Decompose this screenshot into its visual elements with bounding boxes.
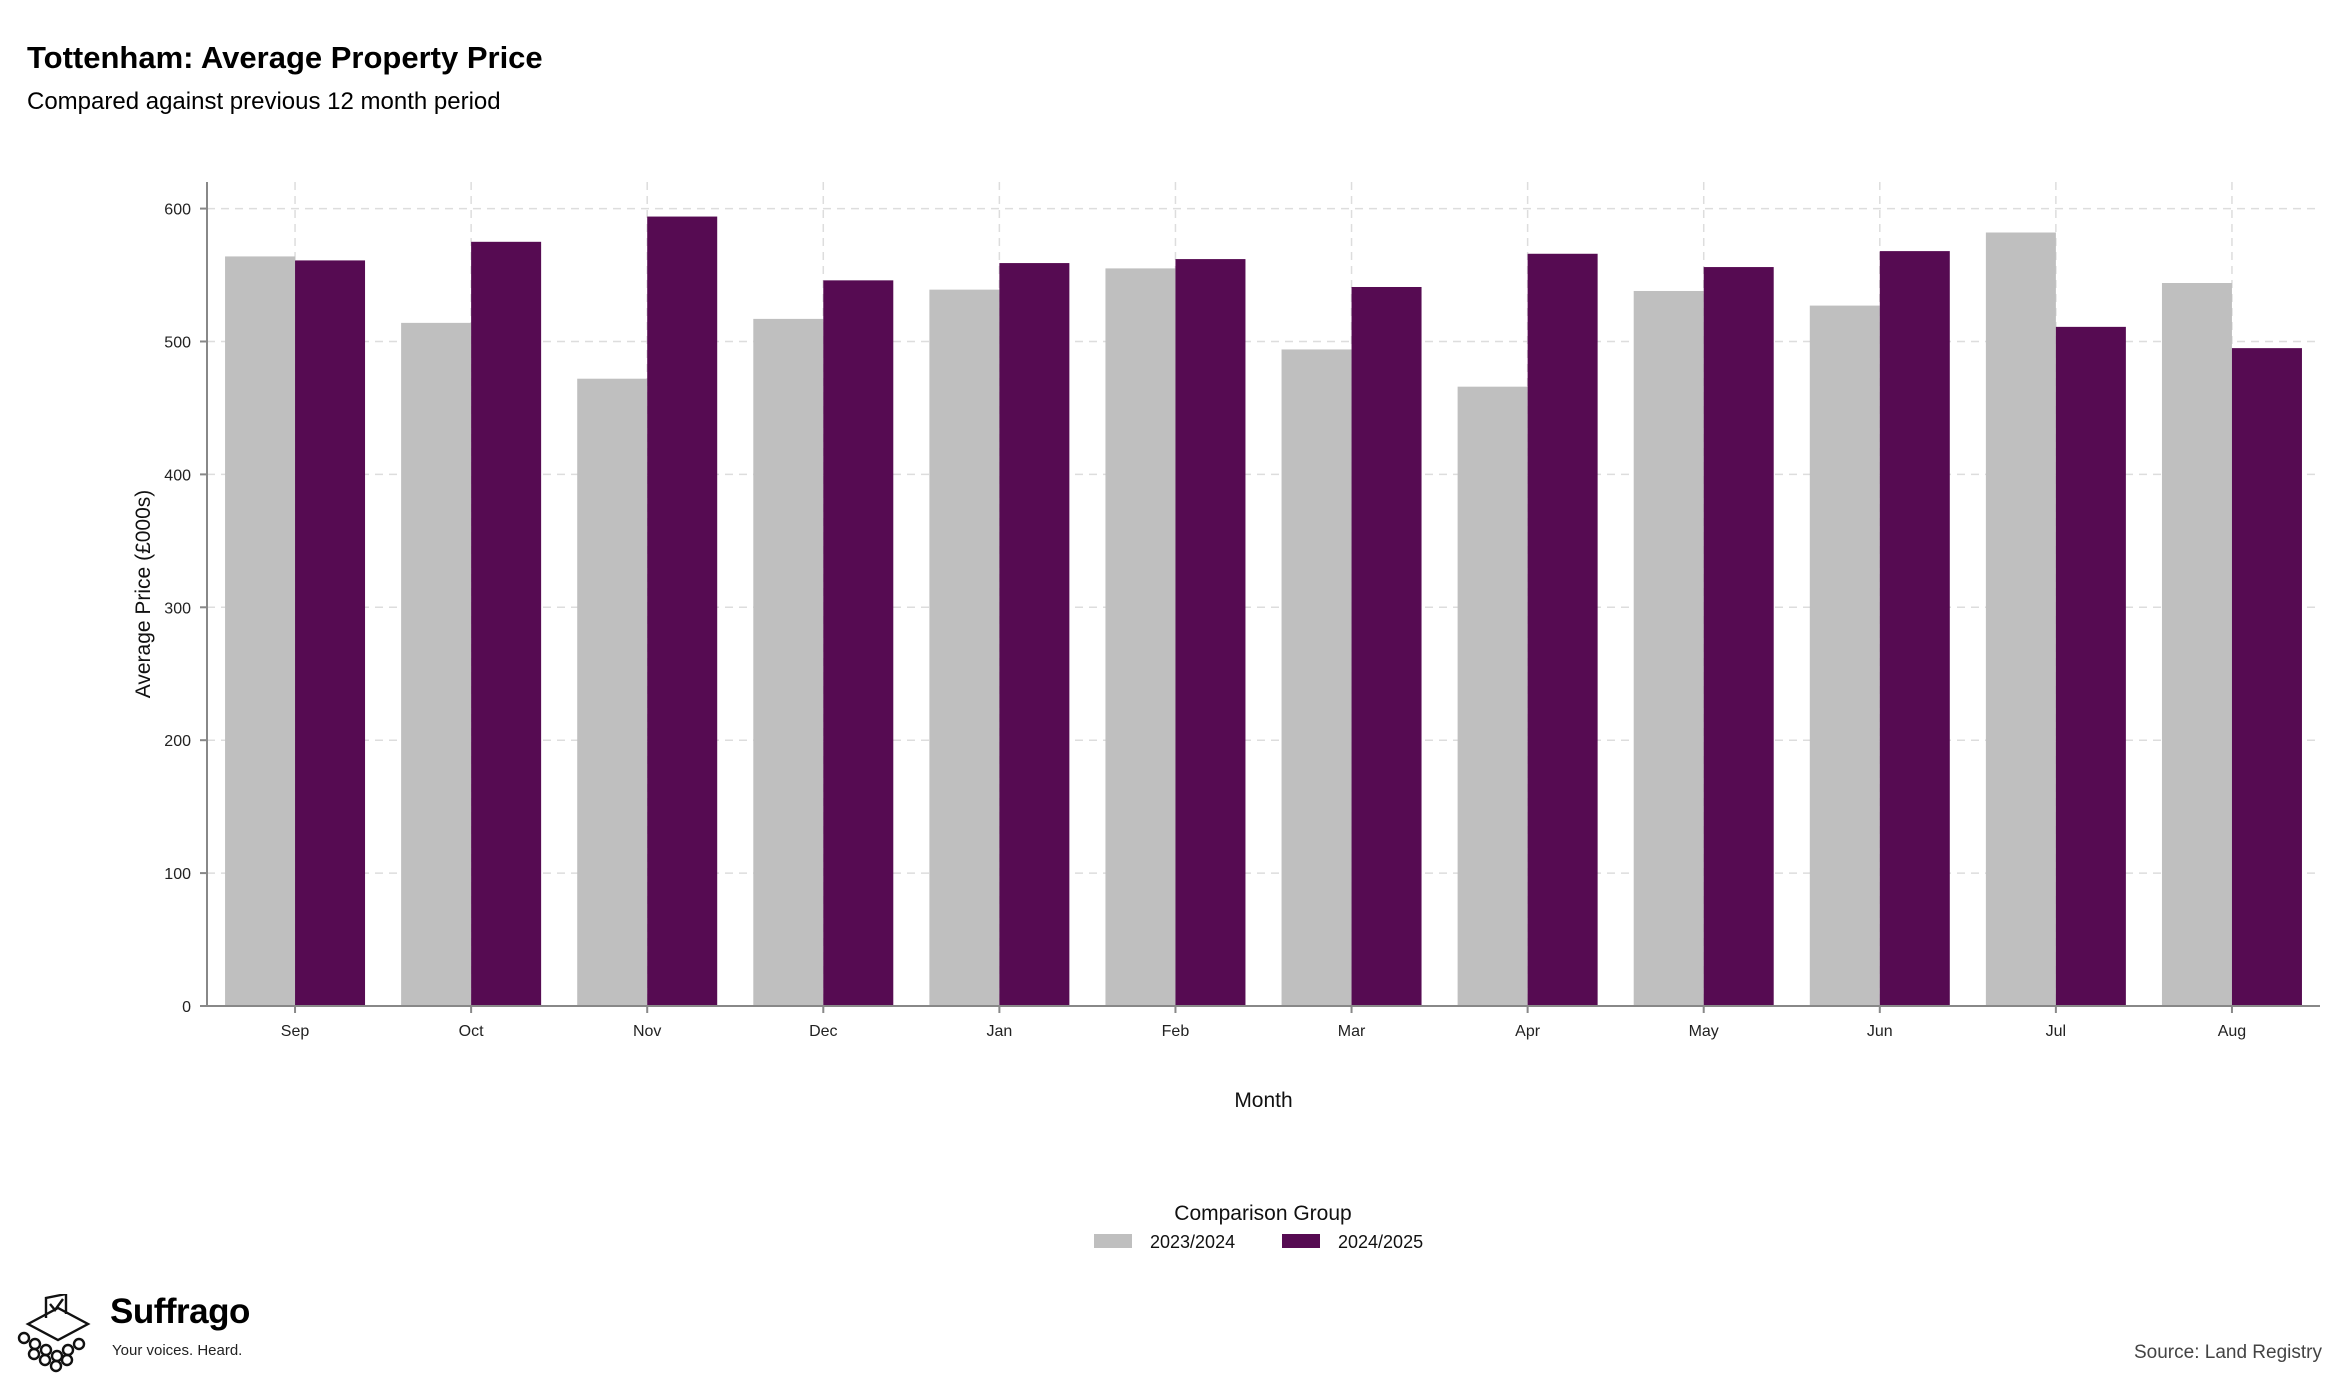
legend-swatch-1 <box>1282 1234 1320 1248</box>
chart-title: Tottenham: Average Property Price <box>27 40 543 75</box>
bar-aug-2024-2025 <box>2231 348 2302 1006</box>
bar-oct-2024-2025 <box>471 241 542 1006</box>
brand-logo: Suffrago Your voices. Heard. <box>14 1292 274 1373</box>
bar-apr-2023-2024 <box>1457 386 1528 1006</box>
x-tick-label: Oct <box>459 1023 484 1040</box>
bar-oct-2023-2024 <box>401 322 472 1006</box>
x-tick-label: Jan <box>986 1023 1012 1040</box>
brand-name: Suffrago <box>110 1292 250 1331</box>
bar-nov-2023-2024 <box>577 378 648 1006</box>
bar-jan-2023-2024 <box>929 289 1000 1006</box>
bar-dec-2024-2025 <box>823 280 894 1006</box>
x-tick-label: Aug <box>2218 1023 2246 1040</box>
x-axis-title: Month <box>1234 1089 1292 1112</box>
y-tick-label: 100 <box>164 866 191 883</box>
bar-jun-2023-2024 <box>1809 305 1880 1007</box>
bar-feb-2024-2025 <box>1175 259 1246 1006</box>
x-tick-label: Jun <box>1867 1023 1893 1040</box>
y-tick-label: 300 <box>164 600 191 617</box>
y-tick-label: 200 <box>164 733 191 750</box>
y-axis-title: Average Price (£000s) <box>132 490 155 699</box>
bar-jun-2024-2025 <box>1879 251 1950 1006</box>
bar-mar-2023-2024 <box>1281 349 1352 1006</box>
x-tick-label: Nov <box>633 1023 661 1040</box>
bar-jul-2024-2025 <box>2055 326 2126 1006</box>
bar-apr-2024-2025 <box>1527 253 1598 1006</box>
bars <box>225 216 2302 1007</box>
legend-label-1: 2024/2025 <box>1338 1232 1423 1252</box>
bar-jul-2023-2024 <box>1985 232 2056 1006</box>
bar-feb-2023-2024 <box>1105 268 1176 1006</box>
bar-may-2023-2024 <box>1633 290 1704 1006</box>
source-note: Source: Land Registry <box>2134 1342 2322 1363</box>
axes <box>200 182 2320 1013</box>
tick-labels: 0 100 200 300 400 500 600 Sep Oct Nov Dec Jan Feb Mar… <box>164 202 2246 1040</box>
bar-dec-2023-2024 <box>753 318 824 1006</box>
x-tick-label: Feb <box>1162 1023 1190 1040</box>
bar-mar-2024-2025 <box>1351 286 1422 1007</box>
y-tick-label: 500 <box>164 334 191 351</box>
y-tick-label: 600 <box>164 202 191 219</box>
chart-subtitle: Compared against previous 12 month perio… <box>27 88 501 115</box>
brand-tagline: Your voices. Heard. <box>112 1342 243 1359</box>
x-tick-label: Mar <box>1338 1023 1366 1040</box>
bar-nov-2024-2025 <box>647 216 718 1007</box>
bar-sep-2024-2025 <box>295 260 366 1006</box>
x-tick-label: May <box>1689 1023 1719 1040</box>
bar-aug-2023-2024 <box>2161 283 2232 1006</box>
legend-title: Comparison Group <box>1174 1202 1351 1225</box>
x-tick-label: Jul <box>2046 1023 2066 1040</box>
bar-jan-2024-2025 <box>999 263 1070 1007</box>
x-tick-label: Apr <box>1515 1023 1541 1040</box>
bar-sep-2023-2024 <box>225 256 296 1007</box>
bar-chart: 0 100 200 300 400 500 600 Sep Oct Nov Dec Jan Feb Mar… <box>132 182 2320 1252</box>
y-tick-label: 400 <box>164 467 191 484</box>
legend-label-0: 2023/2024 <box>1150 1232 1235 1252</box>
ballot-box-icon <box>17 1294 91 1373</box>
x-tick-label: Dec <box>809 1023 837 1040</box>
bar-may-2024-2025 <box>1703 267 1774 1006</box>
legend: Comparison Group 2023/2024 2024/2025 <box>1094 1202 1423 1252</box>
legend-swatch-0 <box>1094 1234 1132 1248</box>
x-tick-label: Sep <box>281 1023 310 1040</box>
y-tick-label: 0 <box>182 999 191 1016</box>
